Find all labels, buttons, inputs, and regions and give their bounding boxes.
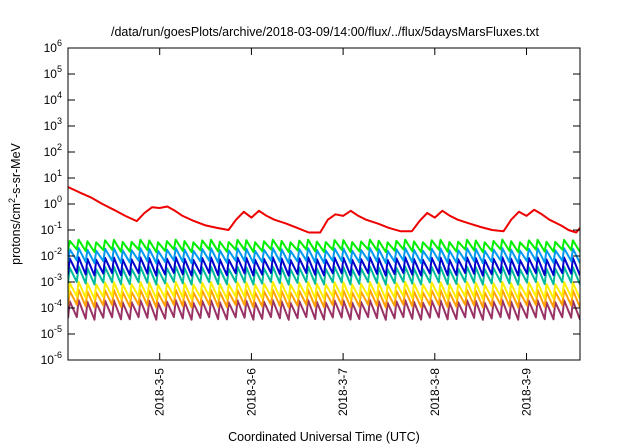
y-tick-label: 101 bbox=[44, 168, 62, 185]
y-tick-label: 104 bbox=[44, 90, 62, 107]
series-line bbox=[68, 265, 580, 286]
y-tick-label: 10-4 bbox=[41, 298, 62, 315]
y-tick-label: 102 bbox=[44, 142, 62, 159]
x-tick-label: 2018-3-9 bbox=[520, 368, 534, 416]
x-tick-label: 2018-3-5 bbox=[153, 368, 167, 416]
series-line bbox=[68, 238, 580, 254]
series-layer bbox=[68, 186, 580, 321]
y-tick-label: 105 bbox=[44, 64, 62, 81]
x-axis: 2018-3-5 2018-3-6 2018-3-7 2018-3-8 2018-3-9 bbox=[153, 48, 534, 416]
y-tick-label: 10-5 bbox=[41, 324, 62, 341]
y-axis-label-base: protons/cm bbox=[9, 203, 23, 265]
chart-title: /data/run/goesPlots/archive/2018-03-09/1… bbox=[111, 25, 540, 39]
x-tick-label: 2018-3-7 bbox=[336, 368, 350, 416]
y-tick-label: 10-2 bbox=[41, 246, 62, 263]
series-line bbox=[68, 256, 580, 277]
y-tick-label: 10-6 bbox=[41, 350, 62, 367]
series-line bbox=[68, 247, 580, 265]
y-tick-label: 103 bbox=[44, 116, 62, 133]
x-tick-label: 2018-3-6 bbox=[244, 368, 258, 416]
series-line bbox=[68, 186, 580, 234]
series-line bbox=[68, 299, 580, 321]
y-tick-label: 10-3 bbox=[41, 272, 62, 289]
y-tick-label: 100 bbox=[44, 194, 62, 211]
x-axis-label: Coordinated Universal Time (UTC) bbox=[228, 430, 420, 444]
y-axis-label-sup: 2 bbox=[7, 198, 17, 203]
y-tick-label: 106 bbox=[44, 38, 62, 55]
series-line bbox=[68, 280, 580, 301]
y-axis-label: protons/cm2-s-sr-MeV bbox=[7, 142, 23, 264]
y-tick-label: 10-1 bbox=[41, 220, 62, 237]
y-axis: 106 105 104 103 102 101 100 10-1 10-2 10-3 10-4 10-… bbox=[41, 38, 580, 367]
x-tick-label: 2018-3-8 bbox=[428, 368, 442, 416]
y-axis-label-rest: -s-sr-MeV bbox=[9, 142, 23, 198]
